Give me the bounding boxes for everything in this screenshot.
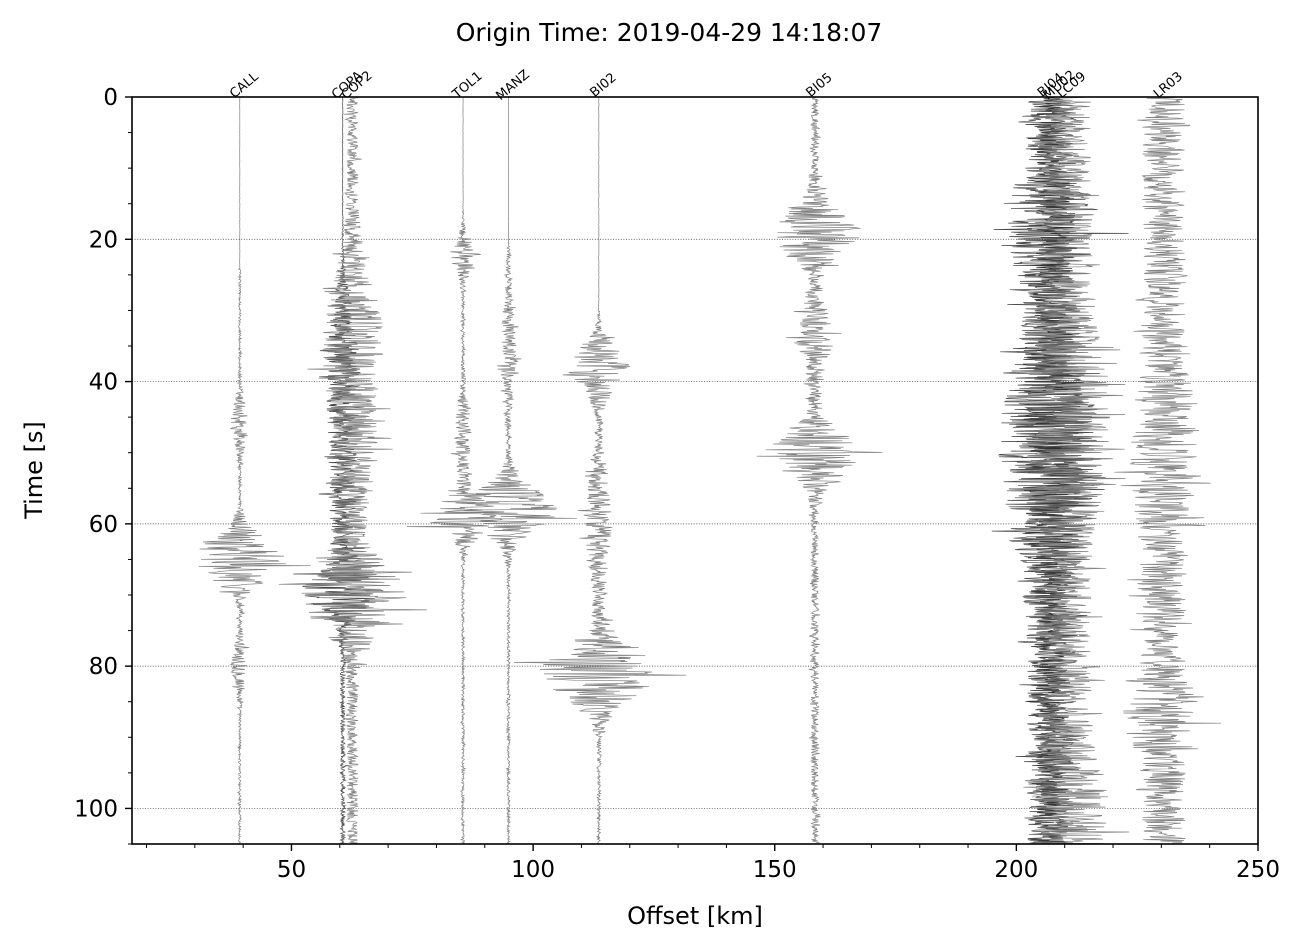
chart-title: Origin Time: 2019-04-29 14:18:07 (456, 18, 883, 47)
seismic-traces (198, 97, 1222, 844)
trace-bi02 (513, 97, 687, 844)
x-tick-label-150: 150 (753, 857, 797, 883)
y-tick-label-40: 40 (89, 370, 118, 396)
y-tick-label-60: 60 (89, 512, 118, 538)
x-tick-label-100: 100 (511, 857, 555, 883)
y-tick-label-100: 100 (74, 796, 118, 822)
trace-lr03 (1114, 97, 1222, 844)
trace-mu02 (1003, 97, 1106, 844)
x-axis-label: Offset [km] (627, 902, 763, 930)
axis-ticks: 50 100 150 200 250 0 20 40 60 80 100 (74, 85, 1280, 883)
y-axis-label: Time [s] (20, 421, 48, 520)
x-tick-label-50: 50 (277, 857, 306, 883)
trace-call (198, 97, 311, 844)
y-tick-label-20: 20 (89, 227, 118, 253)
x-tick-label-200: 200 (994, 857, 1038, 883)
y-tick-label-0: 0 (103, 85, 118, 111)
gridlines (132, 238, 1258, 809)
trace-manz (464, 97, 577, 844)
trace-bi05 (756, 97, 883, 844)
trace-tol1 (406, 97, 501, 844)
x-tick-label-250: 250 (1236, 857, 1280, 883)
trace-lc09 (1016, 97, 1130, 844)
y-tick-label-80: 80 (89, 654, 118, 680)
plot-frame (131, 96, 1259, 845)
trace-cop2 (278, 97, 428, 844)
